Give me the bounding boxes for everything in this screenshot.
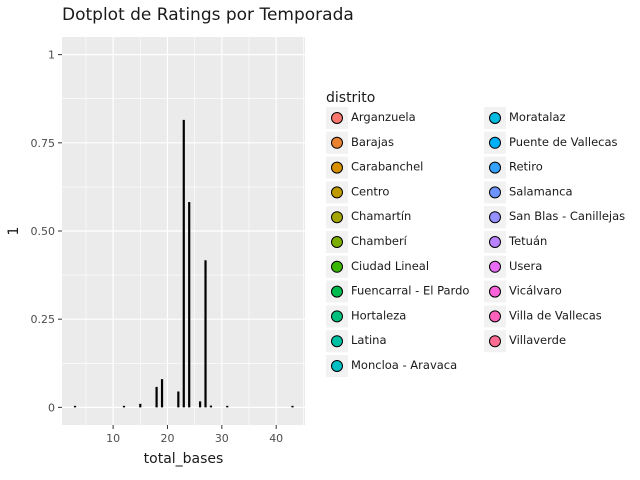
legend-title: distrito [326,90,375,106]
legend-label: San Blas - Canillejas [509,209,625,223]
bar [226,405,229,408]
legend-marker [331,161,343,174]
legend-marker [489,136,501,149]
legend-marker [331,112,343,124]
legend-label: Fuencarral - El Pardo [351,284,469,298]
x-tick-label: 20 [160,432,174,445]
bar [198,401,202,408]
legend-marker [489,335,501,348]
legend-label: Centro [351,184,389,198]
legend-label: Moratalaz [509,110,566,124]
legend-label: Moncloa - Aravaca [351,358,457,372]
bar [188,202,191,408]
legend-marker [331,335,343,348]
legend-label: Carabanchel [351,160,423,174]
chart-title: Dotplot de Ratings por Temporada [62,5,354,25]
legend-marker [489,236,501,248]
x-axis-ticks: 10 20 30 40 [106,425,283,445]
legend-label: Chamartín [351,209,411,223]
legend-marker [331,260,343,273]
legend-marker [489,211,501,224]
legend-label: Puente de Vallecas [509,135,618,149]
y-tick-label: 0.25 [31,313,56,326]
legend-label: Usera [509,259,542,273]
legend-label: Arganzuela [351,110,416,124]
x-tick-label: 30 [215,432,229,445]
y-axis-title: 1 [6,227,22,236]
bar [177,391,180,408]
legend-marker [489,161,501,174]
legend-marker [331,285,343,298]
legend-label: Retiro [509,160,543,174]
bar [204,260,207,408]
legend-marker [489,310,501,323]
legend-label: Salamanca [509,184,573,198]
y-axis-ticks: 0 0.25 0.50 0.75 1 [31,49,62,414]
legend-marker [331,186,343,199]
legend-label: Tetuán [508,234,547,248]
bar [73,405,77,408]
y-tick-label: 1 [48,49,55,62]
y-tick-label: 0 [48,401,55,414]
legend-label: Chamberí [351,234,408,248]
legend-marker [331,211,343,224]
y-tick-label: 0.75 [31,137,56,150]
legend-label: Ciudad Lineal [351,259,429,273]
bar [291,405,294,408]
legend-marker [489,285,501,298]
legend: Arganzuela Barajas Carabanchel Centro Chamar… [326,107,625,377]
data-bars [73,119,294,408]
bar [155,386,158,408]
x-tick-label: 40 [269,432,283,445]
legend-marker [331,310,343,323]
legend-marker [489,186,501,199]
x-axis-title: total_bases [144,451,224,467]
legend-label: Hortaleza [351,308,406,322]
legend-label: Latina [351,333,387,347]
bar [182,119,185,408]
legend-marker [489,260,501,273]
bar [122,405,126,408]
bar [139,403,142,408]
legend-label: Barajas [351,135,394,149]
y-tick-label: 0.50 [31,225,56,238]
legend-marker [331,236,343,248]
legend-marker [331,136,343,149]
x-tick-label: 10 [106,432,120,445]
bar [160,379,164,408]
bar [209,405,213,408]
legend-label: Villa de Vallecas [509,308,602,322]
legend-label: Vicálvaro [509,284,562,298]
legend-marker [489,112,501,124]
legend-marker [331,360,343,372]
legend-label: Villaverde [509,333,566,347]
